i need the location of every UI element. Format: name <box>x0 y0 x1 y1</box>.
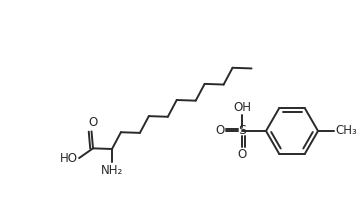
Text: NH₂: NH₂ <box>101 164 123 177</box>
Text: O: O <box>88 117 97 129</box>
Text: OH: OH <box>233 101 251 114</box>
Text: S: S <box>238 124 246 138</box>
Text: O: O <box>216 124 225 138</box>
Text: CH₃: CH₃ <box>335 124 357 138</box>
Text: O: O <box>237 148 247 161</box>
Text: HO: HO <box>60 152 78 165</box>
